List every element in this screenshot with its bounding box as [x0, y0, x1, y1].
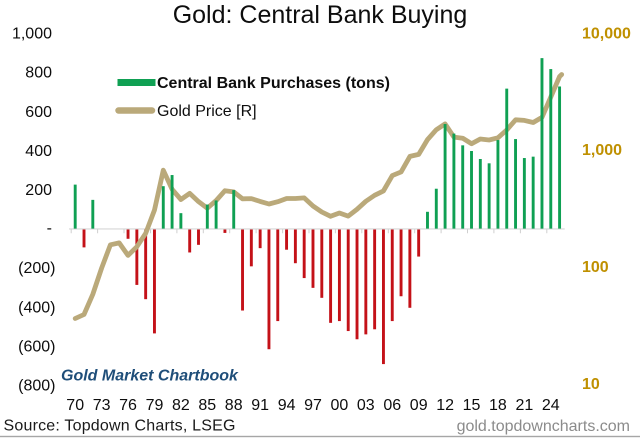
- svg-text:(400): (400): [18, 299, 55, 316]
- svg-text:03: 03: [357, 397, 375, 414]
- svg-text:10: 10: [582, 376, 600, 393]
- svg-text:82: 82: [172, 397, 190, 414]
- svg-text:88: 88: [225, 397, 243, 414]
- svg-text:12: 12: [436, 397, 454, 414]
- svg-text:(800): (800): [18, 378, 55, 395]
- svg-text:76: 76: [119, 397, 137, 414]
- svg-text:70: 70: [66, 397, 84, 414]
- svg-text:gold.topdowncharts.com: gold.topdowncharts.com: [457, 418, 630, 435]
- svg-text:600: 600: [25, 104, 52, 121]
- svg-text:-: -: [47, 220, 52, 237]
- svg-text:97: 97: [304, 397, 322, 414]
- svg-text:85: 85: [198, 397, 216, 414]
- svg-text:00: 00: [331, 397, 349, 414]
- svg-text:400: 400: [25, 143, 52, 160]
- svg-text:1,000: 1,000: [582, 142, 622, 159]
- svg-text:800: 800: [25, 65, 52, 82]
- svg-text:(200): (200): [18, 260, 55, 277]
- svg-text:18: 18: [489, 397, 507, 414]
- svg-text:09: 09: [410, 397, 428, 414]
- svg-text:100: 100: [582, 259, 609, 276]
- svg-text:21: 21: [516, 397, 534, 414]
- svg-text:200: 200: [25, 182, 52, 199]
- svg-text:91: 91: [251, 397, 269, 414]
- svg-text:73: 73: [93, 397, 111, 414]
- svg-text:Source: Topdown Charts, LSEG: Source: Topdown Charts, LSEG: [4, 418, 236, 435]
- svg-text:79: 79: [146, 397, 164, 414]
- svg-text:24: 24: [542, 397, 560, 414]
- svg-text:Gold: Central Bank Buying: Gold: Central Bank Buying: [173, 1, 468, 29]
- svg-text:Gold Market Chartbook: Gold Market Chartbook: [61, 368, 239, 385]
- svg-text:1,000: 1,000: [12, 26, 52, 43]
- svg-text:Central Bank Purchases (tons): Central Bank Purchases (tons): [157, 75, 390, 92]
- svg-text:06: 06: [383, 397, 401, 414]
- svg-text:(600): (600): [18, 338, 55, 355]
- svg-text:Gold Price [R]: Gold Price [R]: [157, 103, 257, 120]
- svg-text:15: 15: [463, 397, 481, 414]
- svg-text:94: 94: [278, 397, 296, 414]
- svg-text:10,000: 10,000: [582, 25, 631, 42]
